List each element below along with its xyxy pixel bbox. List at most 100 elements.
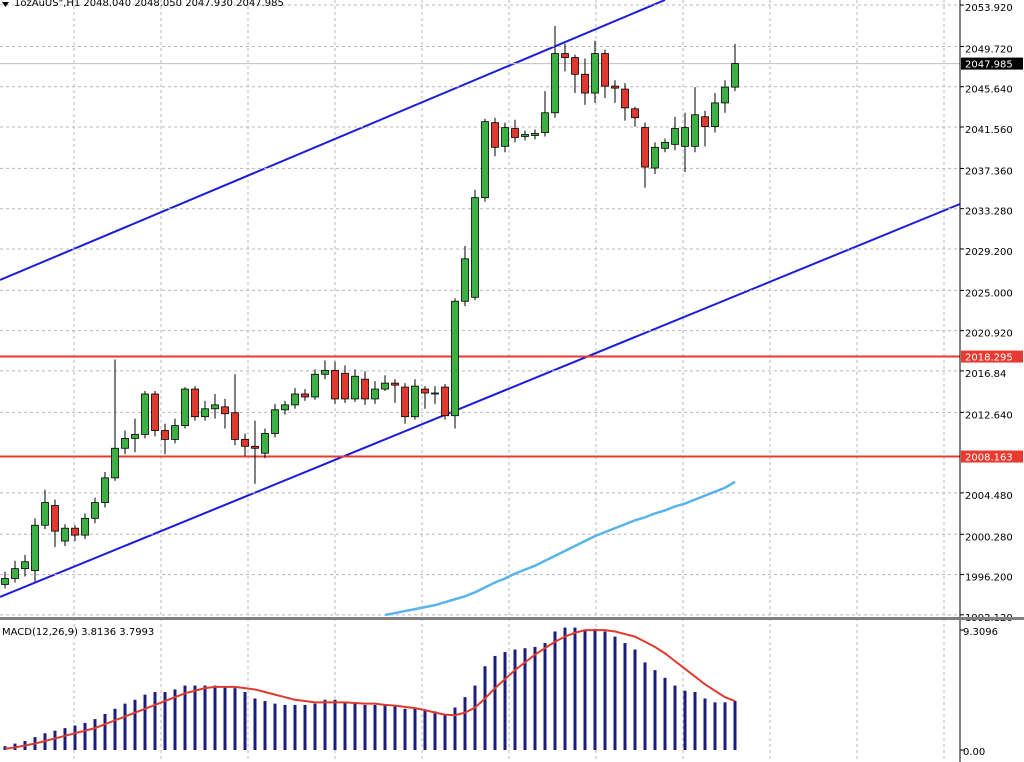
candle-body bbox=[581, 73, 589, 94]
y-tick-label: 2049.720 bbox=[965, 44, 1013, 55]
macd-bar bbox=[203, 685, 207, 751]
macd-bar bbox=[193, 685, 197, 751]
candle-body bbox=[721, 86, 729, 104]
macd-bar bbox=[693, 692, 697, 751]
y-tick-label: 2025.000 bbox=[965, 288, 1013, 299]
macd-bar bbox=[433, 711, 437, 751]
candle-body bbox=[681, 127, 689, 147]
candle-body bbox=[341, 372, 349, 400]
macd-bar bbox=[723, 702, 727, 751]
candle-body bbox=[361, 378, 369, 400]
candle-body bbox=[631, 108, 639, 119]
macd-bar bbox=[323, 699, 327, 751]
macd-bar bbox=[93, 719, 97, 751]
macd-bar bbox=[393, 706, 397, 751]
y-tick-label: 1996.200 bbox=[965, 573, 1013, 584]
candle-body bbox=[731, 63, 739, 88]
candle-body bbox=[461, 258, 469, 302]
candle-body bbox=[671, 128, 679, 145]
price-panel: 2053.920 2049.720 2045.640 2041.560 2037.360… bbox=[0, 3, 1023, 624]
macd-bar bbox=[83, 722, 87, 751]
macd-bar bbox=[53, 730, 57, 751]
y-tick-label: 9.3096 bbox=[963, 627, 998, 638]
candle-body bbox=[231, 412, 239, 440]
y-tick-label: 2004.480 bbox=[965, 491, 1013, 502]
y-tick-label: 2045.640 bbox=[965, 85, 1013, 96]
candle-body bbox=[61, 527, 69, 542]
macd-title: MACD(12,26,9) 3.8136 3.7993 bbox=[2, 627, 154, 638]
candle-body bbox=[401, 386, 409, 418]
macd-bar bbox=[473, 685, 477, 751]
macd-bar bbox=[643, 662, 647, 751]
macd-bar bbox=[443, 715, 447, 751]
candle-body bbox=[251, 445, 259, 449]
ma-line bbox=[384, 480, 736, 617]
price-tag bbox=[961, 450, 1023, 463]
candle-body bbox=[1, 578, 9, 585]
price-tag bbox=[961, 350, 1023, 363]
candle-body bbox=[161, 430, 169, 440]
macd-bar bbox=[313, 703, 317, 751]
candle-body bbox=[641, 127, 649, 168]
candle-body bbox=[221, 406, 229, 415]
macd-bar bbox=[483, 666, 487, 751]
candle-body bbox=[611, 85, 619, 89]
macd-bar bbox=[553, 631, 557, 751]
y-tick-label: 2053.920 bbox=[965, 3, 1013, 14]
macd-panel: 9.3096 0.00 bbox=[3, 627, 998, 758]
candle-body bbox=[601, 53, 609, 87]
candle-body bbox=[11, 568, 19, 579]
macd-bar bbox=[243, 692, 247, 751]
macd-bar bbox=[363, 704, 367, 751]
candle-body bbox=[491, 122, 499, 148]
candle-body bbox=[331, 369, 339, 400]
macd-bar bbox=[103, 713, 107, 751]
candle-body bbox=[711, 102, 719, 127]
macd-bar bbox=[163, 692, 167, 751]
candle-body bbox=[661, 141, 669, 149]
macd-bar bbox=[543, 643, 547, 751]
candle-body bbox=[101, 477, 109, 503]
macd-bar bbox=[513, 649, 517, 751]
price-tag-label: 2008.163 bbox=[965, 453, 1013, 464]
candle-body bbox=[71, 527, 79, 536]
candle-body bbox=[191, 388, 199, 418]
panel-separator bbox=[0, 617, 1024, 620]
candle-body bbox=[411, 385, 419, 418]
macd-bar bbox=[603, 631, 607, 751]
macd-bar bbox=[303, 704, 307, 751]
macd-bar bbox=[503, 652, 507, 751]
y-tick-label: 2037.360 bbox=[965, 166, 1013, 177]
macd-bar bbox=[633, 649, 637, 751]
macd-bar bbox=[233, 688, 237, 751]
candle-body bbox=[81, 517, 89, 536]
macd-bar bbox=[713, 702, 717, 751]
y-tick-label: 0.00 bbox=[963, 747, 985, 758]
candle-body bbox=[591, 53, 599, 94]
signal-line bbox=[4, 629, 736, 750]
macd-bar bbox=[703, 698, 707, 751]
macd-bar bbox=[663, 677, 667, 751]
macd-bar bbox=[533, 646, 537, 751]
candle-body bbox=[31, 524, 39, 572]
macd-bar bbox=[283, 704, 287, 751]
candle-body bbox=[211, 404, 219, 410]
candle-body bbox=[471, 197, 479, 298]
candle-body bbox=[381, 382, 389, 390]
candle-body bbox=[511, 128, 519, 138]
macd-bar bbox=[343, 702, 347, 751]
y-tick-label: 2012.640 bbox=[965, 410, 1013, 421]
macd-bar bbox=[683, 690, 687, 751]
candle-body bbox=[121, 438, 129, 449]
macd-bar bbox=[453, 707, 457, 751]
menu-arrow[interactable] bbox=[2, 2, 9, 7]
macd-bar bbox=[153, 692, 157, 751]
candle-body bbox=[241, 438, 249, 447]
macd-bar bbox=[413, 708, 417, 751]
candle-body bbox=[421, 388, 429, 394]
macd-bar bbox=[123, 703, 127, 751]
candle-body bbox=[291, 393, 299, 406]
macd-bar bbox=[143, 694, 147, 751]
candle-body bbox=[541, 112, 549, 133]
